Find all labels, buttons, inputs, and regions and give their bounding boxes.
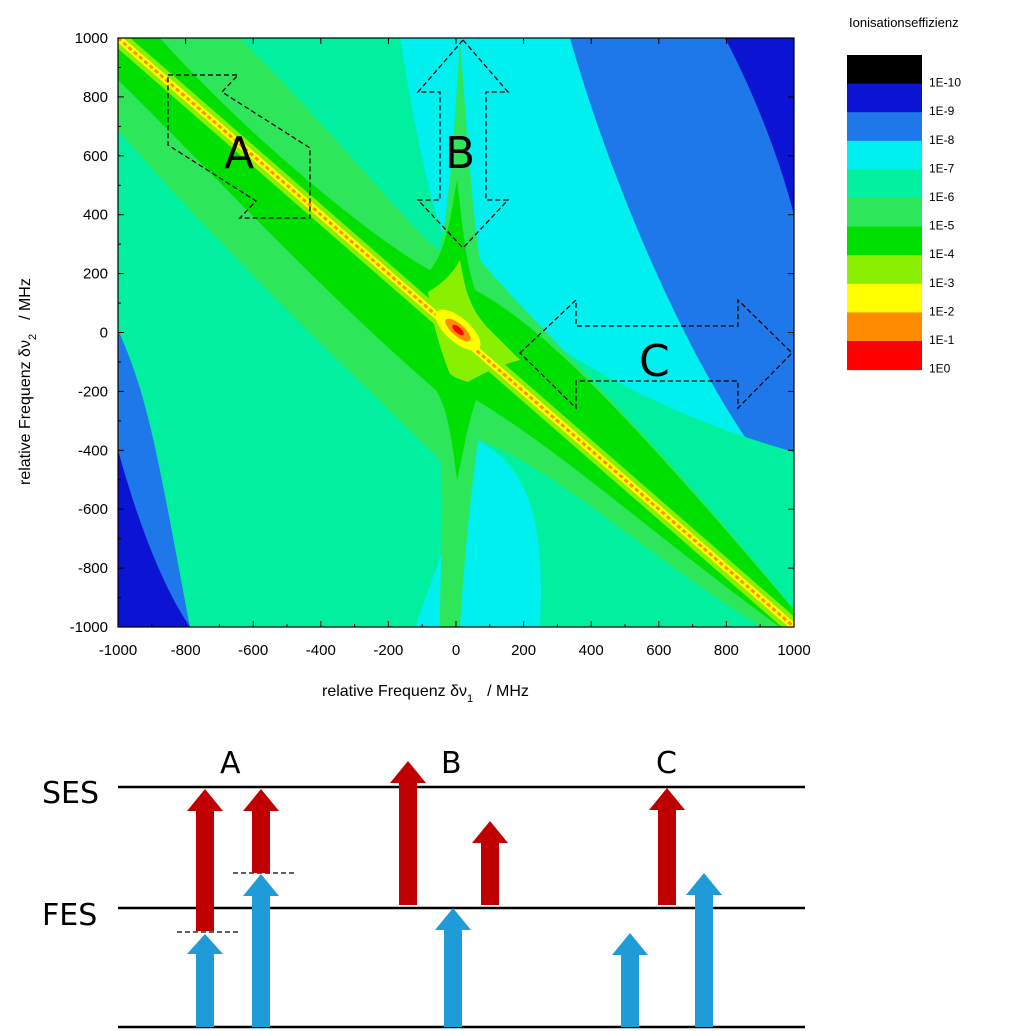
label-ses: SES	[42, 776, 99, 811]
colorbar-label: 1E-4	[929, 247, 955, 261]
y-axis: 1000 800 600 400 200 0 -200 -400 -600 -800 -1000	[70, 30, 794, 636]
contour-fill	[118, 38, 794, 627]
red-arrow-c	[649, 788, 685, 905]
x-tick-label: -200	[373, 642, 403, 659]
blue-arrow-b	[435, 908, 471, 1027]
y-tick-label: 0	[100, 325, 108, 342]
colorbar-band	[847, 283, 922, 313]
colorbar-label: 1E-3	[929, 276, 955, 290]
red-arrow-b1	[390, 761, 426, 905]
y-tick-label: 1000	[75, 30, 108, 47]
x-tick-label: 600	[646, 642, 671, 659]
colorbar-label: 1E0	[929, 362, 951, 376]
colorbar-band	[847, 198, 922, 228]
colorbar-label: 1E-9	[929, 104, 955, 118]
colorbar-band	[847, 83, 922, 113]
region-b-label: B	[445, 128, 475, 179]
y-tick-label: 800	[83, 89, 108, 106]
blue-arrow-c2	[686, 873, 722, 1027]
colorbar-label: 1E-10	[929, 76, 961, 90]
x-axis-label: relative Frequenz δν1 / MHz	[322, 683, 529, 705]
colorbar-band	[847, 312, 922, 342]
colorbar-labels: 1E-10 1E-9 1E-8 1E-7 1E-6 1E-5 1E-4 1E-3 1E-2 1E-…	[929, 76, 961, 376]
y-tick-label: -400	[78, 442, 108, 459]
colorbar-label: 1E-2	[929, 304, 955, 318]
x-tick-label: -800	[171, 642, 201, 659]
y-tick-label: -800	[78, 560, 108, 577]
x-tick-label: 200	[511, 642, 536, 659]
y-axis-label: relative Frequenz δν2 / MHz	[17, 278, 39, 485]
x-axis-label-sub: 1	[467, 693, 473, 705]
colorbar-bands	[847, 55, 922, 371]
y-axis-label-sub: 2	[27, 334, 39, 340]
region-a-arrow: A	[167, 74, 311, 219]
x-tick-label: -1000	[99, 642, 137, 659]
peak-1e0	[452, 324, 464, 336]
colorbar-title: Ionisationseffizienz	[849, 15, 959, 30]
colorbar-label: 1E-8	[929, 133, 955, 147]
red-arrow-b2	[472, 821, 508, 905]
y-tick-label: -600	[78, 501, 108, 518]
region-a-arrow-shape	[167, 74, 311, 219]
colorbar-band	[847, 140, 922, 170]
x-tick-label: 400	[579, 642, 604, 659]
x-axis-label-main: relative Frequenz δν	[322, 683, 467, 700]
diagram-label-c: C	[656, 746, 677, 781]
blue-arrow-a2	[243, 874, 279, 1027]
x-tick-label: -400	[306, 642, 336, 659]
region-c-label: C	[639, 336, 670, 387]
y-tick-label: -200	[78, 383, 108, 400]
x-axis: -1000 -800 -600 -400 -200 0 200 400 600 800 1000	[99, 38, 811, 659]
red-arrow-a1	[187, 789, 223, 931]
y-tick-label: 200	[83, 266, 108, 283]
colorbar-legend: Ionisationseffizienz 1E-101E-91E-81E-71E…	[847, 15, 961, 376]
colorbar-band	[847, 169, 922, 199]
colorbar-band	[847, 226, 922, 256]
colorbar-band	[847, 341, 922, 371]
red-arrow-a2	[243, 789, 279, 873]
region-b-arrow: B	[416, 39, 510, 249]
x-tick-label: 0	[452, 642, 460, 659]
y-axis-label-unit: / MHz	[17, 278, 34, 320]
band-1e-9-bottom-left	[118, 450, 190, 627]
diagram-label-b: B	[441, 746, 462, 781]
energy-level-diagram: SES FES A B C	[42, 746, 805, 1029]
x-tick-label: 1000	[777, 642, 810, 659]
y-axis-label-main: relative Frequenz δν	[17, 340, 34, 485]
colorbar-label: 1E-5	[929, 219, 955, 233]
y-tick-label: 600	[83, 148, 108, 165]
region-a-label: A	[224, 128, 254, 179]
region-c-arrow-shape	[519, 298, 793, 410]
band-1e-3	[428, 260, 520, 382]
y-tick-label: 400	[83, 207, 108, 224]
x-tick-label: 800	[714, 642, 739, 659]
colorbar-band	[847, 255, 922, 285]
colorbar-band	[847, 55, 922, 85]
heatmap-plot: -1000 -800 -600 -400 -200 0 200 400 600 800 1000 1…	[17, 30, 811, 705]
band-1e-9-top-right	[725, 38, 794, 215]
colorbar-label: 1E-6	[929, 190, 955, 204]
y-tick-label: -1000	[70, 619, 108, 636]
blue-arrow-c1	[612, 933, 648, 1027]
colorbar-band	[847, 112, 922, 142]
blue-arrow-a1	[187, 934, 223, 1027]
colorbar-label: 1E-7	[929, 161, 955, 175]
colorbar-label: 1E-1	[929, 333, 955, 347]
region-c-arrow: C	[519, 298, 793, 410]
x-tick-label: -600	[238, 642, 268, 659]
region-b-arrow-shape	[416, 39, 510, 249]
diagram-label-a: A	[220, 746, 241, 781]
label-fes: FES	[42, 898, 97, 933]
x-axis-label-unit: / MHz	[487, 683, 529, 700]
